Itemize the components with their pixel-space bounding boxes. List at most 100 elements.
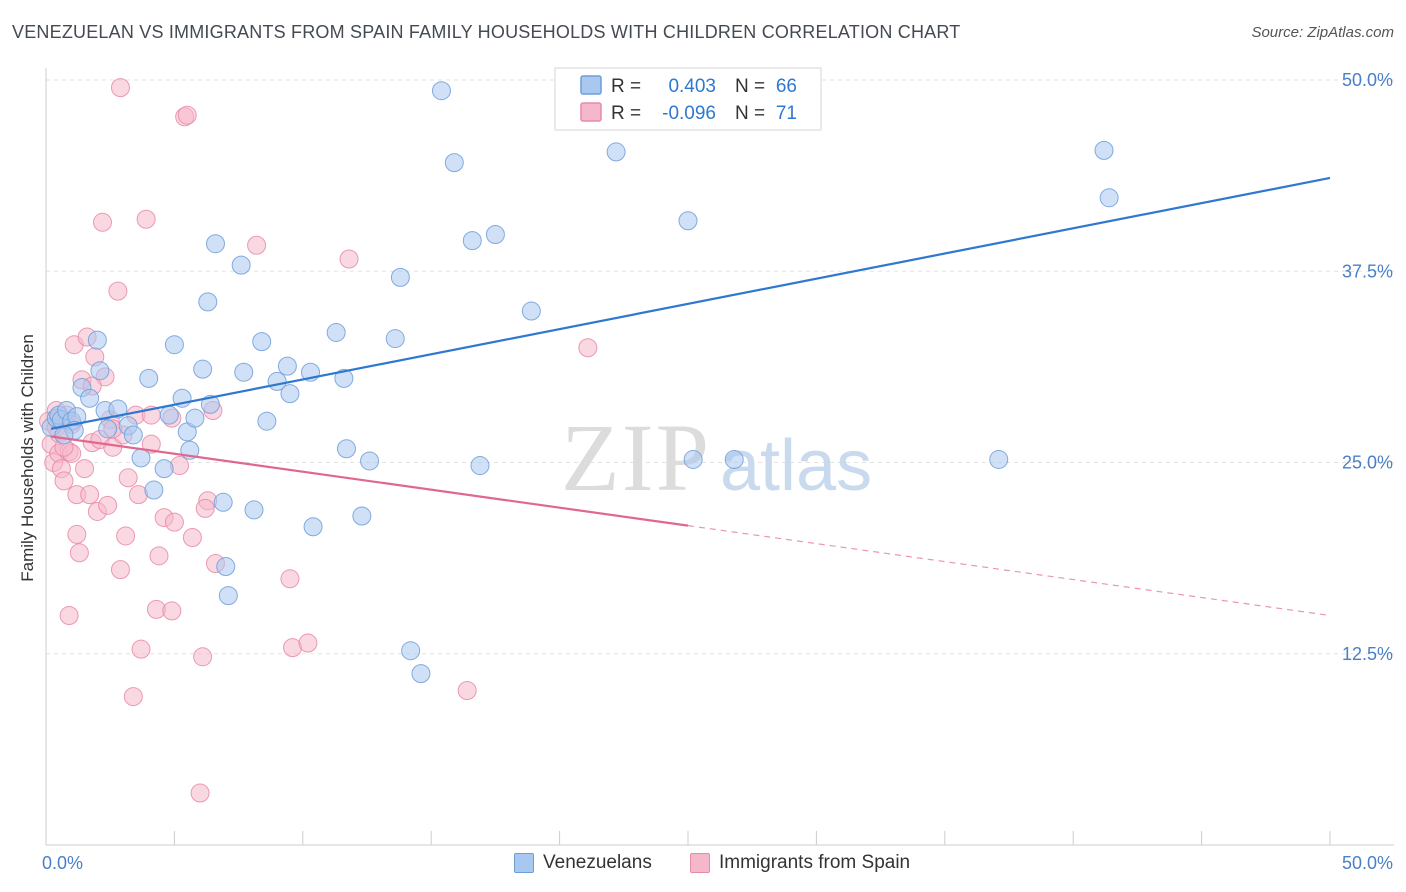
- legend-n-label-0: N =: [735, 76, 765, 97]
- legend-n-label-1: N =: [735, 103, 765, 124]
- point-spain-57: [578, 338, 598, 358]
- point-venezuelans-31: [234, 362, 254, 382]
- point-venezuelans-26: [198, 292, 218, 312]
- point-spain-52: [280, 569, 300, 589]
- point-spain-41: [164, 512, 184, 532]
- point-spain-30: [116, 526, 136, 546]
- series-immigrants-from-spain: [39, 78, 598, 803]
- point-venezuelans-19: [154, 459, 174, 479]
- x-tick-label-min: 0.0%: [42, 853, 83, 873]
- point-venezuelans-17: [139, 368, 159, 388]
- point-venezuelans-20: [159, 405, 179, 425]
- point-venezuelans-10: [80, 388, 100, 408]
- trend-lines: [50, 176, 1331, 617]
- point-venezuelans-55: [606, 142, 626, 162]
- point-venezuelans-34: [257, 411, 277, 431]
- point-venezuelans-62: [131, 448, 151, 468]
- point-venezuelans-14: [108, 399, 128, 419]
- point-venezuelans-52: [470, 456, 490, 476]
- point-venezuelans-13: [90, 361, 110, 381]
- point-venezuelans-28: [205, 234, 225, 254]
- point-venezuelans-29: [213, 492, 233, 512]
- point-spain-29: [110, 560, 130, 580]
- point-venezuelans-44: [360, 451, 380, 471]
- legend-n-value-0: 66: [776, 76, 797, 97]
- point-venezuelans-47: [401, 641, 421, 661]
- legend-label-immigrants-from-spain: Immigrants from Spain: [719, 852, 911, 873]
- point-venezuelans-18: [144, 480, 164, 500]
- legend-r-value-0: 0.403: [668, 76, 716, 97]
- point-spain-68: [195, 498, 215, 518]
- legend-item-immigrants-from-spain[interactable]: Immigrants from Spain: [690, 852, 910, 874]
- trend-line-spain-extrapolated: [687, 525, 1331, 617]
- point-spain-40: [162, 601, 182, 621]
- point-spain-44: [177, 105, 197, 125]
- point-spain-23: [92, 212, 112, 232]
- chart-title: VENEZUELAN VS IMMIGRANTS FROM SPAIN FAMI…: [12, 22, 961, 42]
- watermark: ZIP atlas: [561, 404, 872, 511]
- point-venezuelans-66: [218, 586, 238, 606]
- correlation-legend: R = 0.403 N = 66 R = -0.096 N = 71: [554, 67, 822, 131]
- watermark-atlas: atlas: [720, 426, 872, 506]
- point-spain-64: [141, 434, 161, 454]
- legend-label-venezuelans: Venezuelans: [543, 852, 652, 873]
- x-tick-label-max: 50.0%: [1342, 853, 1393, 873]
- point-venezuelans-41: [334, 368, 354, 388]
- point-venezuelans-46: [390, 267, 410, 287]
- gridlines: [46, 79, 1394, 655]
- point-spain-42: [170, 456, 190, 476]
- point-venezuelans-27: [200, 394, 220, 414]
- point-venezuelans-37: [280, 384, 300, 404]
- legend-n-value-1: 71: [776, 103, 797, 124]
- legend-swatch-spain: [580, 102, 602, 122]
- legend-r-label-1: R =: [611, 103, 641, 124]
- point-spain-35: [136, 209, 156, 229]
- legend-r-label-0: R =: [611, 76, 641, 97]
- series-legend: Venezuelans Immigrants from Spain: [0, 852, 1406, 878]
- point-spain-7: [54, 471, 74, 491]
- axes: [45, 68, 1394, 846]
- point-venezuelans-30: [231, 255, 251, 275]
- point-spain-58: [110, 78, 130, 98]
- point-venezuelans-61: [1099, 188, 1119, 208]
- legend-item-venezuelans[interactable]: Venezuelans: [514, 852, 652, 874]
- point-venezuelans-50: [444, 153, 464, 173]
- point-spain-51: [247, 235, 267, 255]
- point-venezuelans-40: [326, 322, 346, 342]
- series-venezuelans: [41, 81, 1119, 684]
- point-spain-47: [193, 647, 213, 667]
- point-spain-54: [298, 633, 318, 653]
- point-venezuelans-64: [98, 419, 118, 439]
- point-spain-18: [80, 485, 100, 505]
- point-venezuelans-53: [485, 225, 505, 245]
- point-venezuelans-48: [411, 664, 431, 684]
- point-spain-13: [67, 524, 87, 544]
- point-venezuelans-36: [277, 356, 297, 376]
- legend-r-value-1: -0.096: [662, 103, 716, 124]
- point-venezuelans-60: [1094, 140, 1114, 160]
- point-spain-38: [149, 546, 169, 566]
- source-credit: Source: ZipAtlas.com: [1251, 24, 1394, 41]
- point-spain-46: [190, 783, 210, 803]
- point-venezuelans-45: [385, 329, 405, 349]
- y-tick-label-2: 37.5%: [1342, 261, 1393, 281]
- point-venezuelans-16: [123, 425, 143, 445]
- point-venezuelans-42: [336, 439, 356, 459]
- point-venezuelans-39: [303, 517, 323, 537]
- point-spain-32: [123, 687, 143, 707]
- point-venezuelans-58: [724, 449, 744, 469]
- point-venezuelans-33: [252, 332, 272, 352]
- point-venezuelans-49: [431, 81, 451, 101]
- point-venezuelans-59: [989, 449, 1009, 469]
- point-spain-69: [59, 606, 79, 625]
- point-venezuelans-65: [216, 557, 236, 577]
- point-venezuelans-11: [87, 330, 107, 350]
- point-venezuelans-57: [683, 449, 703, 469]
- point-spain-34: [131, 639, 151, 659]
- point-spain-14: [69, 543, 89, 563]
- point-venezuelans-25: [193, 359, 213, 379]
- point-venezuelans-56: [678, 211, 698, 231]
- tick-labels: 12.5% 25.0% 37.5% 50.0% 0.0% 50.0%: [42, 70, 1393, 873]
- y-tick-label-1: 25.0%: [1342, 453, 1393, 473]
